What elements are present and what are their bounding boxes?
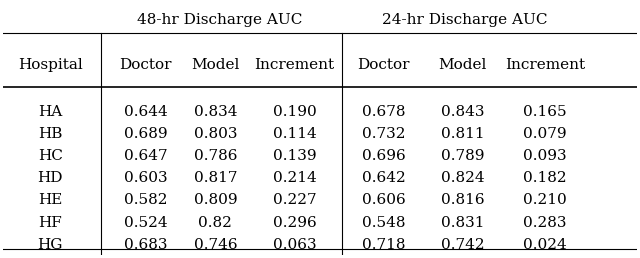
Text: 0.214: 0.214 xyxy=(273,171,317,185)
Text: 0.817: 0.817 xyxy=(193,171,237,185)
Text: 0.746: 0.746 xyxy=(193,238,237,252)
Text: 0.816: 0.816 xyxy=(441,193,484,207)
Text: HG: HG xyxy=(38,238,63,252)
Text: 0.296: 0.296 xyxy=(273,215,317,230)
Text: 0.582: 0.582 xyxy=(124,193,167,207)
Text: 0.642: 0.642 xyxy=(362,171,405,185)
Text: HC: HC xyxy=(38,149,63,163)
Text: Hospital: Hospital xyxy=(18,58,83,72)
Text: 0.644: 0.644 xyxy=(124,105,168,119)
Text: 0.647: 0.647 xyxy=(124,149,167,163)
Text: 0.182: 0.182 xyxy=(524,171,567,185)
Text: 0.210: 0.210 xyxy=(524,193,567,207)
Text: 0.678: 0.678 xyxy=(362,105,405,119)
Text: HF: HF xyxy=(38,215,62,230)
Text: 0.803: 0.803 xyxy=(193,127,237,141)
Text: 0.606: 0.606 xyxy=(362,193,405,207)
Text: 0.834: 0.834 xyxy=(193,105,237,119)
Text: 0.093: 0.093 xyxy=(524,149,567,163)
Text: 0.683: 0.683 xyxy=(124,238,167,252)
Text: 0.789: 0.789 xyxy=(441,149,484,163)
Text: Increment: Increment xyxy=(255,58,335,72)
Text: HB: HB xyxy=(38,127,63,141)
Text: Model: Model xyxy=(438,58,487,72)
Text: 0.227: 0.227 xyxy=(273,193,316,207)
Text: 0.809: 0.809 xyxy=(193,193,237,207)
Text: Increment: Increment xyxy=(505,58,586,72)
Text: 0.82: 0.82 xyxy=(198,215,232,230)
Text: HD: HD xyxy=(38,171,63,185)
Text: 0.548: 0.548 xyxy=(362,215,405,230)
Text: 0.718: 0.718 xyxy=(362,238,405,252)
Text: Model: Model xyxy=(191,58,239,72)
Text: 0.786: 0.786 xyxy=(193,149,237,163)
Text: 0.024: 0.024 xyxy=(524,238,567,252)
Text: 0.114: 0.114 xyxy=(273,127,317,141)
Text: Doctor: Doctor xyxy=(357,58,410,72)
Text: 0.524: 0.524 xyxy=(124,215,167,230)
Text: 48-hr Discharge AUC: 48-hr Discharge AUC xyxy=(138,13,303,27)
Text: 0.190: 0.190 xyxy=(273,105,317,119)
Text: 0.843: 0.843 xyxy=(441,105,484,119)
Text: 0.811: 0.811 xyxy=(441,127,484,141)
Text: 0.165: 0.165 xyxy=(524,105,567,119)
Text: 0.603: 0.603 xyxy=(124,171,167,185)
Text: 0.283: 0.283 xyxy=(524,215,567,230)
Text: 0.824: 0.824 xyxy=(441,171,484,185)
Text: 0.689: 0.689 xyxy=(124,127,167,141)
Text: 0.696: 0.696 xyxy=(362,149,405,163)
Text: 0.742: 0.742 xyxy=(441,238,484,252)
Text: 24-hr Discharge AUC: 24-hr Discharge AUC xyxy=(381,13,547,27)
Text: 0.063: 0.063 xyxy=(273,238,316,252)
Text: HA: HA xyxy=(38,105,63,119)
Text: Doctor: Doctor xyxy=(119,58,172,72)
Text: 0.139: 0.139 xyxy=(273,149,316,163)
Text: 0.079: 0.079 xyxy=(524,127,567,141)
Text: 0.831: 0.831 xyxy=(441,215,484,230)
Text: 0.732: 0.732 xyxy=(362,127,405,141)
Text: HE: HE xyxy=(38,193,63,207)
